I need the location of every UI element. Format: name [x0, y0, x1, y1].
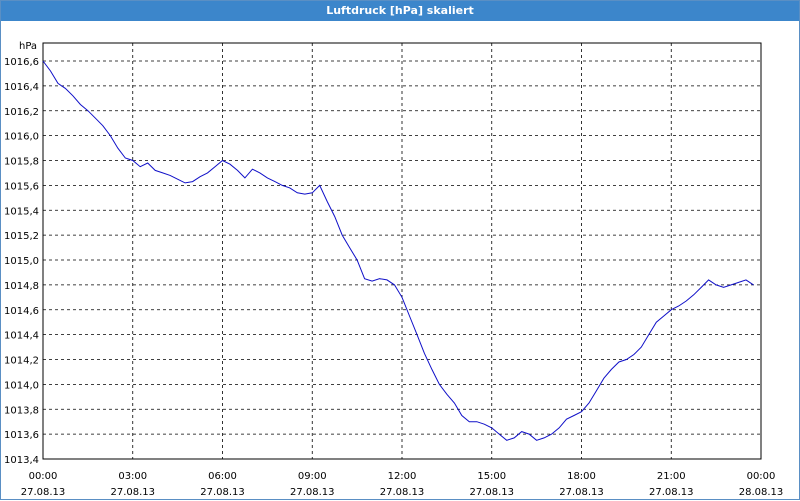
x-tick-date: 27.08.13: [290, 487, 335, 498]
y-tick-label: 1015,4: [4, 206, 39, 217]
y-tick-label: 1013,6: [4, 430, 39, 441]
y-tick-label: 1014,2: [4, 356, 39, 367]
x-tick-date: 28.08.13: [739, 487, 784, 498]
x-tick-time: 03:00: [118, 471, 147, 482]
y-tick-label: 1016,4: [4, 82, 39, 93]
y-tick-labels: 1016,6 1016,4 1016,2 1016,0 1015,8 1015,6 1015…: [4, 57, 39, 466]
window-title: Luftdruck [hPa] skaliert: [1, 1, 799, 21]
series-line: [42, 60, 754, 441]
x-tick-time: 06:00: [208, 471, 237, 482]
x-tick-time: 09:00: [298, 471, 327, 482]
grid: [43, 43, 761, 460]
y-tick-label: 1014,6: [4, 306, 39, 317]
x-tick-time: 21:00: [657, 471, 686, 482]
y-tick-label: 1015,2: [4, 231, 39, 242]
x-tick-time: 00:00: [747, 471, 776, 482]
y-tick-label: 1016,2: [4, 107, 39, 118]
x-tick-time: 15:00: [477, 471, 506, 482]
x-tick-date: 27.08.13: [380, 487, 425, 498]
x-tick-date: 27.08.13: [469, 487, 514, 498]
x-tick-date: 27.08.13: [200, 487, 245, 498]
y-tick-label: 1013,8: [4, 405, 39, 416]
plot-frame: [42, 42, 762, 460]
y-tick-label: 1014,4: [4, 331, 39, 342]
y-tick-label: 1014,0: [4, 380, 39, 391]
y-tick-label: 1013,4: [4, 455, 39, 466]
y-tick-label: 1014,8: [4, 281, 39, 292]
x-tick-date: 27.08.13: [21, 487, 66, 498]
y-tick-label: 1016,0: [4, 132, 39, 143]
y-tick-label: 1015,6: [4, 181, 39, 192]
x-tick-date: 27.08.13: [649, 487, 694, 498]
x-tick-labels: 00:00 27.08.13 03:00 27.08.13 06:00 27.08.13 0…: [21, 471, 784, 498]
x-tick-time: 12:00: [388, 471, 417, 482]
x-tick-date: 27.08.13: [110, 487, 155, 498]
x-tick-time: 18:00: [567, 471, 596, 482]
y-axis-label: hPa: [19, 41, 37, 52]
y-tick-label: 1015,8: [4, 157, 39, 168]
x-tick-time: 00:00: [29, 471, 58, 482]
x-tick-date: 27.08.13: [559, 487, 604, 498]
y-tick-label: 1016,6: [4, 57, 39, 68]
y-tick-label: 1015,0: [4, 256, 39, 267]
